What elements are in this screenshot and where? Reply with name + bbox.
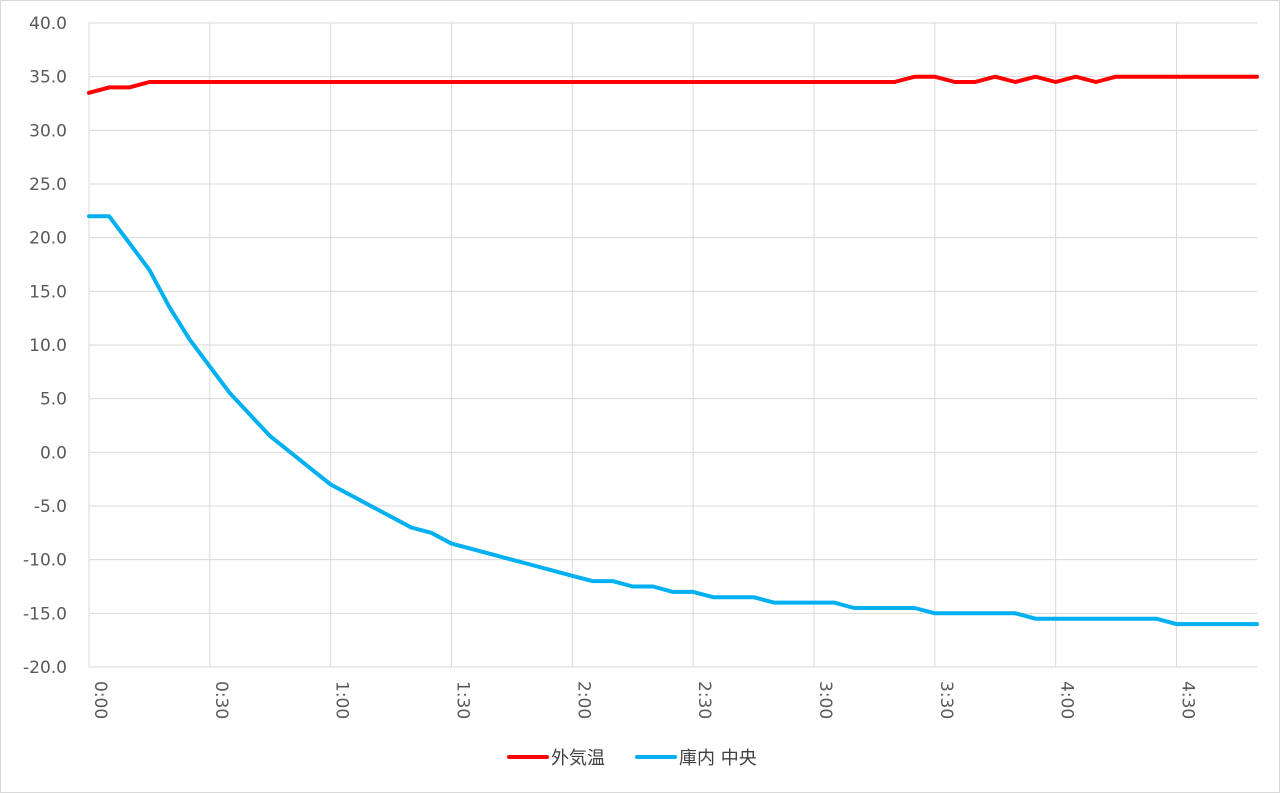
y-tick-label: -10.0 <box>23 551 67 571</box>
x-axis-ticks: 0:00 0:30 1:00 1:30 2:00 2:30 3:00 3:30 4:00 4:30 <box>90 681 1197 719</box>
x-tick-label: 3:00 <box>815 681 835 719</box>
y-tick-label: 30.0 <box>29 121 67 141</box>
x-tick-label: 3:30 <box>936 681 956 719</box>
y-tick-label: 0.0 <box>40 443 67 463</box>
x-tick-label: 2:00 <box>573 681 593 719</box>
y-tick-label: 5.0 <box>40 390 67 410</box>
y-tick-label: -5.0 <box>34 497 67 517</box>
x-tick-label: 4:30 <box>1177 681 1197 719</box>
y-tick-label: 20.0 <box>29 229 67 249</box>
series-lines <box>87 74 1259 627</box>
x-tick-label: 1:00 <box>332 681 352 719</box>
y-tick-label: 25.0 <box>29 175 67 195</box>
y-tick-label: 35.0 <box>29 68 67 88</box>
x-tick-label: 0:30 <box>211 681 231 719</box>
y-tick-label: -15.0 <box>23 604 67 624</box>
legend-label: 外気温 <box>551 748 605 769</box>
x-tick-label: 0:00 <box>90 681 110 719</box>
y-tick-label: 15.0 <box>29 282 67 302</box>
y-tick-label: -20.0 <box>23 658 67 678</box>
series-line-inside-center <box>87 214 1259 627</box>
x-tick-label: 4:00 <box>1057 681 1077 719</box>
legend-label: 庫内 中央 <box>679 748 757 769</box>
x-tick-label: 1:30 <box>452 681 472 719</box>
gridlines <box>88 22 1257 668</box>
y-tick-label: 10.0 <box>29 336 67 356</box>
y-tick-label: 40.0 <box>29 14 67 34</box>
x-tick-label: 2:30 <box>694 681 714 719</box>
series-line-outside-temp <box>87 74 1259 95</box>
legend: 外気温 庫内 中央 <box>507 748 757 769</box>
y-axis-ticks: 40.0 35.0 30.0 25.0 20.0 15.0 10.0 5.0 0.0 -5.0 -1… <box>23 14 67 678</box>
